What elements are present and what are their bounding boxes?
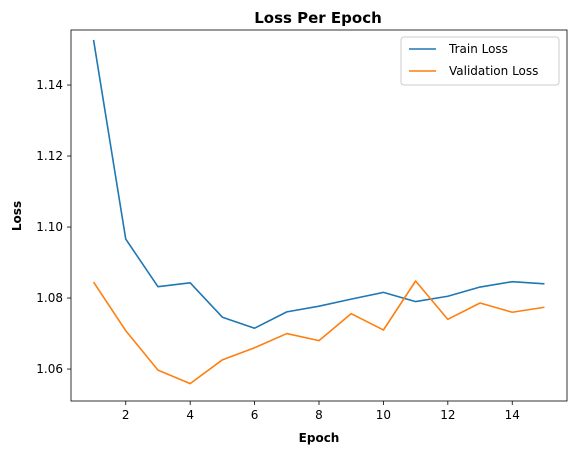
validation-loss-line bbox=[92, 280, 545, 385]
x-tick-label: 12 bbox=[440, 408, 455, 422]
x-axis-label: Epoch bbox=[299, 431, 340, 445]
series-layer bbox=[92, 39, 545, 385]
y-tick-label: 1.12 bbox=[36, 149, 63, 163]
x-axis-ticks: 2 4 6 8 10 12 14 bbox=[122, 401, 520, 422]
legend: Train Loss Validation Loss bbox=[400, 36, 560, 86]
x-tick-label: 10 bbox=[376, 408, 391, 422]
x-tick-label: 8 bbox=[315, 408, 323, 422]
legend-box bbox=[400, 36, 560, 86]
plot-frame bbox=[70, 29, 568, 402]
plot-area bbox=[71, 30, 567, 401]
y-axis-label: Loss bbox=[10, 201, 24, 231]
y-tick-label: 1.08 bbox=[36, 291, 63, 305]
y-axis-ticks: 1.06 1.08 1.10 1.12 1.14 bbox=[36, 78, 71, 376]
chart-title: Loss Per Epoch bbox=[254, 9, 382, 27]
y-tick-label: 1.06 bbox=[36, 362, 63, 376]
x-tick-label: 14 bbox=[505, 408, 520, 422]
y-tick-label: 1.14 bbox=[36, 78, 63, 92]
x-tick-label: 2 bbox=[122, 408, 130, 422]
x-tick-label: 4 bbox=[186, 408, 194, 422]
validation-loss-legend-label: Validation Loss bbox=[449, 64, 538, 78]
train-loss-line bbox=[92, 39, 545, 330]
y-tick-label: 1.10 bbox=[36, 220, 63, 234]
x-tick-label: 6 bbox=[251, 408, 259, 422]
train-loss-legend-label: Train Loss bbox=[448, 42, 508, 56]
